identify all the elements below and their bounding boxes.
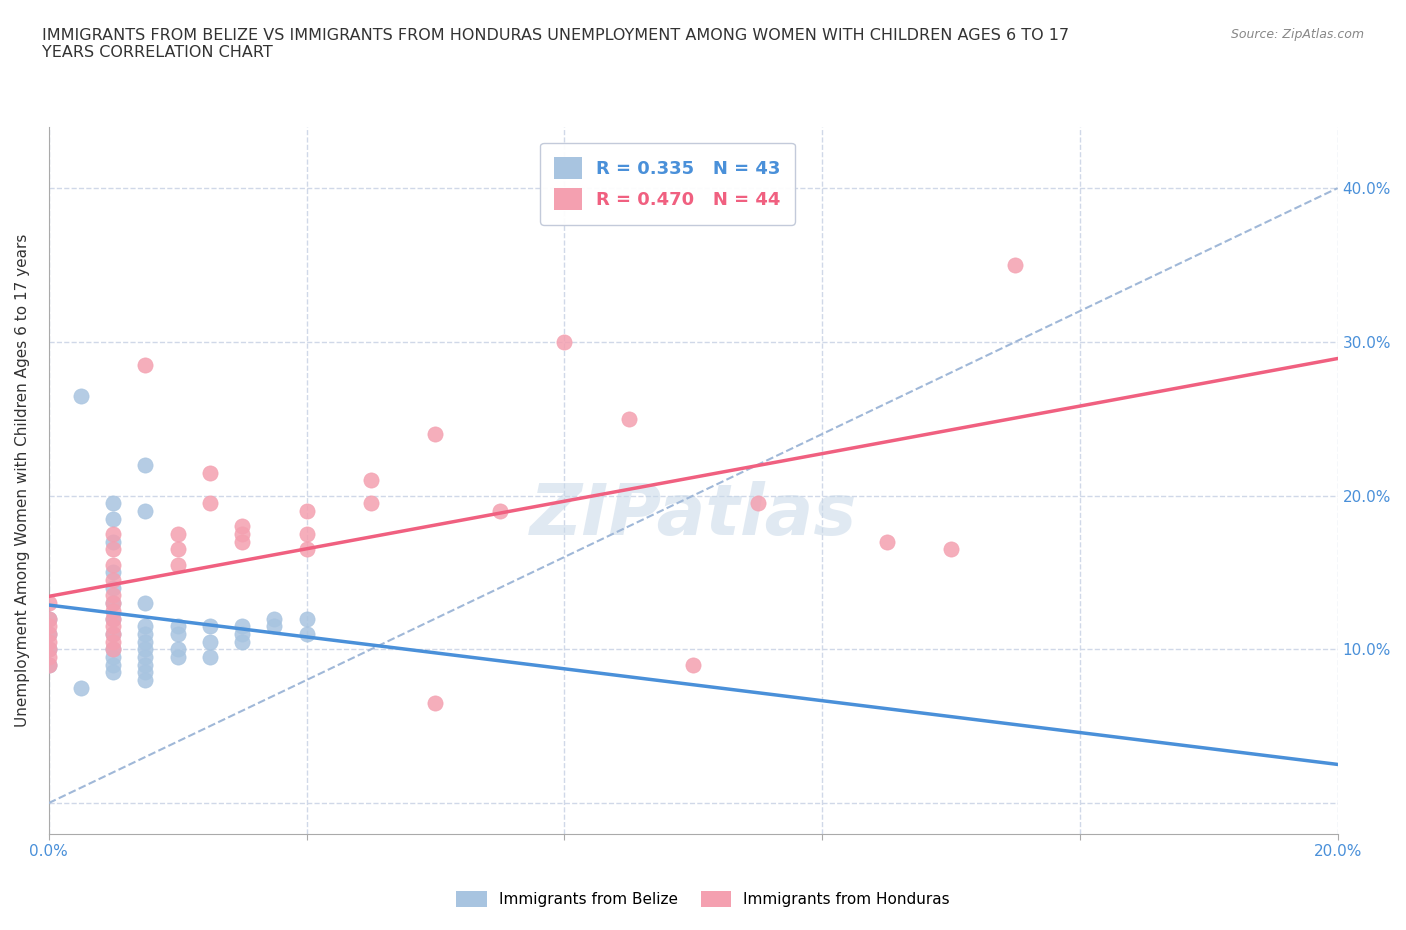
Point xyxy=(103,642,125,657)
Point xyxy=(103,665,125,680)
Point xyxy=(103,611,125,626)
Point xyxy=(103,618,125,633)
Point xyxy=(103,596,125,611)
Point xyxy=(103,496,125,511)
Point xyxy=(38,627,60,642)
Point xyxy=(38,611,60,626)
Point xyxy=(134,618,156,633)
Point xyxy=(198,649,221,664)
Point xyxy=(295,542,318,557)
Point xyxy=(231,634,253,649)
Point xyxy=(360,472,382,487)
Point xyxy=(166,542,188,557)
Point xyxy=(103,611,125,626)
Point xyxy=(38,596,60,611)
Point xyxy=(263,611,285,626)
Point xyxy=(166,642,188,657)
Text: IMMIGRANTS FROM BELIZE VS IMMIGRANTS FROM HONDURAS UNEMPLOYMENT AMONG WOMEN WITH: IMMIGRANTS FROM BELIZE VS IMMIGRANTS FRO… xyxy=(42,28,1070,60)
Point xyxy=(1004,258,1026,272)
Point xyxy=(103,573,125,588)
Point xyxy=(295,611,318,626)
Point xyxy=(425,696,447,711)
Point xyxy=(134,665,156,680)
Point xyxy=(231,618,253,633)
Point xyxy=(553,335,575,350)
Point xyxy=(103,634,125,649)
Point xyxy=(134,642,156,657)
Point xyxy=(70,680,93,695)
Point xyxy=(166,618,188,633)
Legend: R = 0.335   N = 43, R = 0.470   N = 44: R = 0.335 N = 43, R = 0.470 N = 44 xyxy=(540,142,794,225)
Point xyxy=(231,627,253,642)
Legend: Immigrants from Belize, Immigrants from Honduras: Immigrants from Belize, Immigrants from … xyxy=(450,884,956,913)
Point xyxy=(103,526,125,541)
Point xyxy=(103,604,125,618)
Point xyxy=(103,627,125,642)
Point xyxy=(617,411,640,426)
Point xyxy=(103,658,125,672)
Y-axis label: Unemployment Among Women with Children Ages 6 to 17 years: Unemployment Among Women with Children A… xyxy=(15,233,30,727)
Point xyxy=(70,388,93,403)
Point xyxy=(38,627,60,642)
Point xyxy=(682,658,704,672)
Point xyxy=(134,658,156,672)
Point xyxy=(198,618,221,633)
Point xyxy=(489,503,512,518)
Point xyxy=(166,557,188,572)
Point xyxy=(38,642,60,657)
Point xyxy=(295,627,318,642)
Point xyxy=(38,649,60,664)
Point xyxy=(425,427,447,442)
Point xyxy=(231,526,253,541)
Point xyxy=(134,649,156,664)
Point xyxy=(198,634,221,649)
Point xyxy=(38,634,60,649)
Point xyxy=(103,512,125,526)
Point xyxy=(103,627,125,642)
Point xyxy=(876,534,898,549)
Point xyxy=(38,611,60,626)
Point xyxy=(166,649,188,664)
Point xyxy=(103,596,125,611)
Point xyxy=(103,642,125,657)
Point xyxy=(103,588,125,603)
Point xyxy=(166,627,188,642)
Point xyxy=(103,557,125,572)
Point xyxy=(198,496,221,511)
Point xyxy=(38,658,60,672)
Point xyxy=(38,658,60,672)
Point xyxy=(103,542,125,557)
Point xyxy=(231,534,253,549)
Point xyxy=(939,542,962,557)
Point xyxy=(295,526,318,541)
Point xyxy=(134,458,156,472)
Point xyxy=(134,357,156,372)
Point xyxy=(166,526,188,541)
Text: Source: ZipAtlas.com: Source: ZipAtlas.com xyxy=(1230,28,1364,41)
Text: ZIPatlas: ZIPatlas xyxy=(530,481,856,550)
Point xyxy=(103,565,125,580)
Point xyxy=(103,580,125,595)
Point xyxy=(134,672,156,687)
Point xyxy=(134,503,156,518)
Point xyxy=(134,627,156,642)
Point xyxy=(231,519,253,534)
Point xyxy=(103,649,125,664)
Point xyxy=(134,596,156,611)
Point xyxy=(295,503,318,518)
Point xyxy=(38,618,60,633)
Point xyxy=(198,465,221,480)
Point xyxy=(360,496,382,511)
Point xyxy=(103,534,125,549)
Point xyxy=(263,618,285,633)
Point xyxy=(747,496,769,511)
Point xyxy=(38,642,60,657)
Point xyxy=(134,634,156,649)
